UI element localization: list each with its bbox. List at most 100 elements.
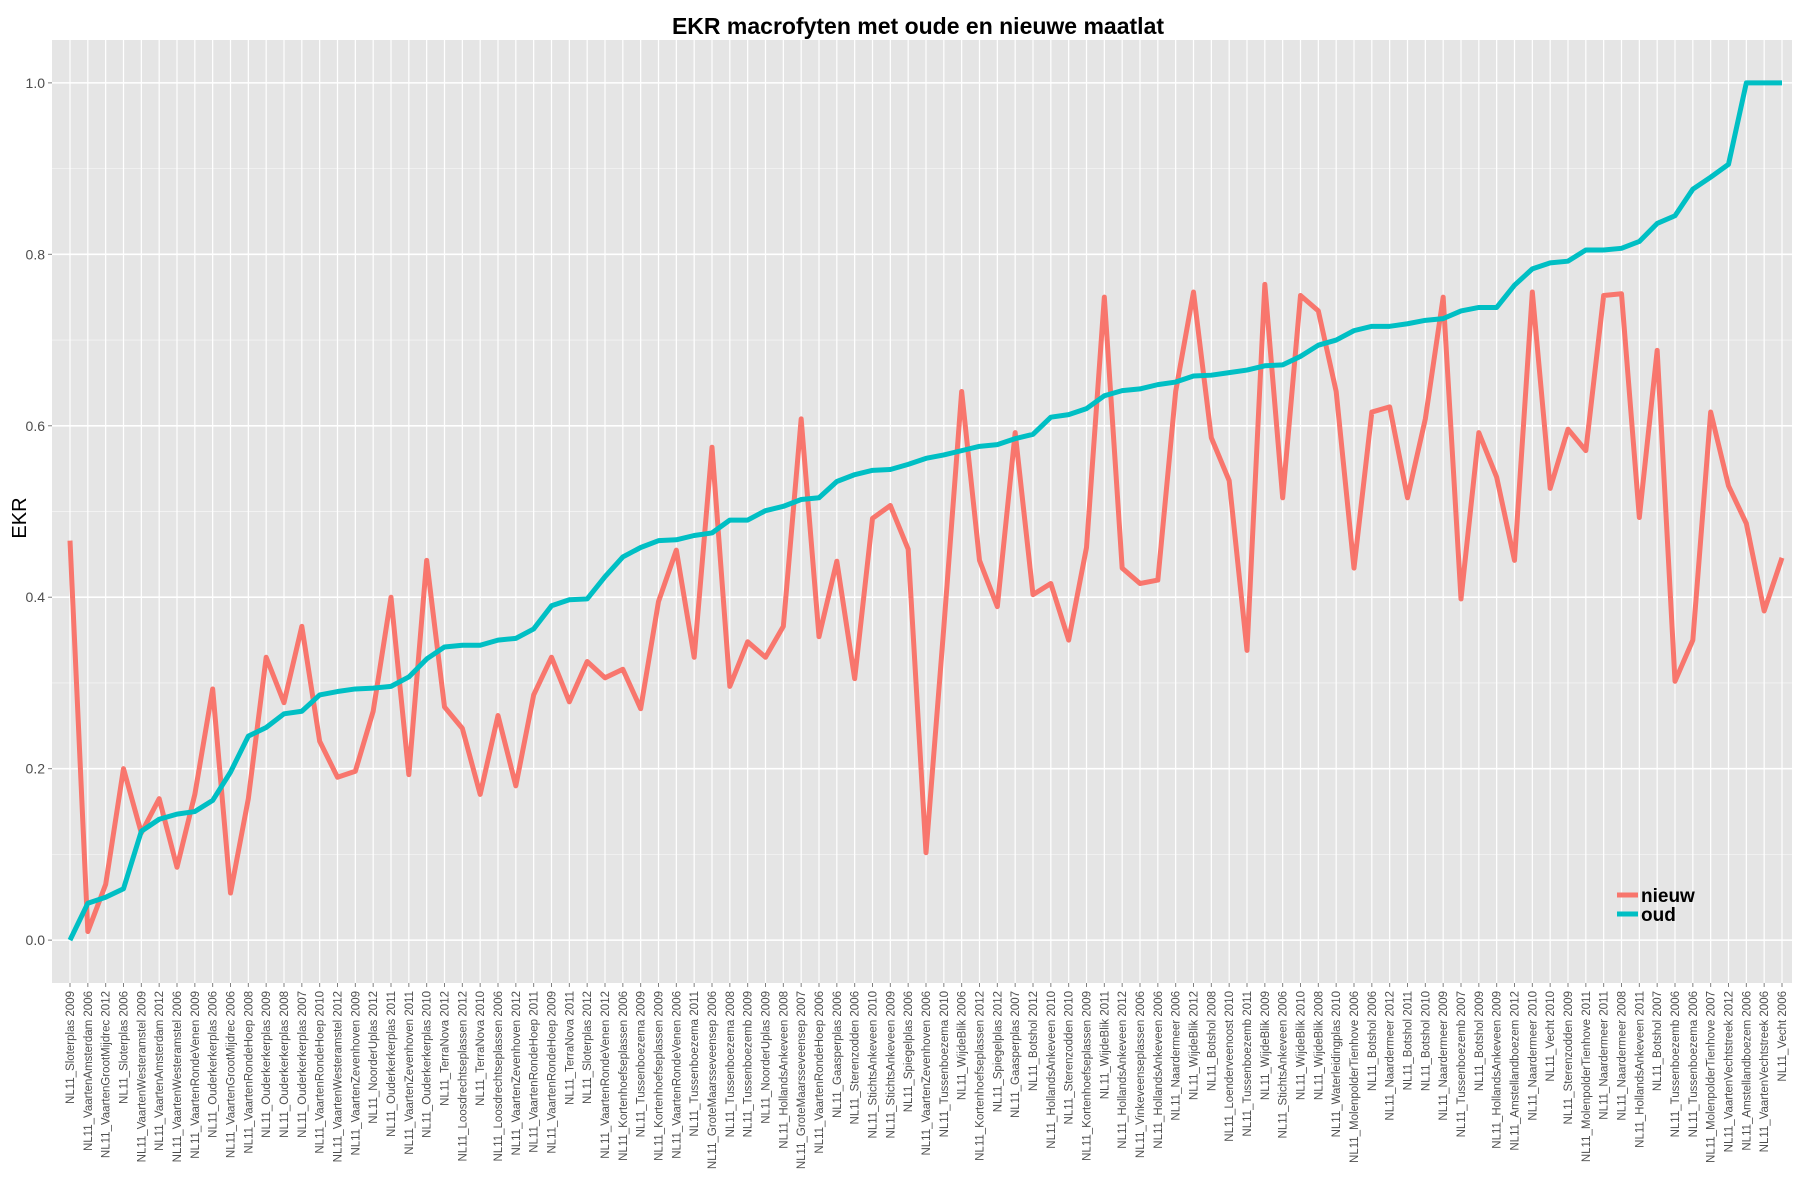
x-tick-label: NL11_Botshol 2006 <box>1367 991 1379 1091</box>
x-tick-label: NL11_Loosdrechtseplassen 2006 <box>493 991 505 1162</box>
grid-lines <box>52 40 1792 983</box>
x-tick-label: NL11_VaartenWesteramstel 2012 <box>333 991 345 1162</box>
x-tick-label: NL11_Ouderkerkerplas 2010 <box>422 991 434 1138</box>
x-tick-label: NL11_Sterenzodden 2010 <box>1064 991 1076 1124</box>
x-tick-label: NL11_Loenderveenoost 2010 <box>1224 991 1236 1142</box>
x-tick-label: NL11_Tussenboezema 2008 <box>725 991 737 1137</box>
y-axis-ticks: 0.0 0.2 0.4 0.6 0.8 1.0 <box>26 75 52 948</box>
x-tick-label: NL11_Tussenboezema 2010 <box>939 991 951 1137</box>
x-tick-label: NL11_HollandsAnkeveen 2008 <box>778 991 790 1149</box>
x-tick-label: NL11_Sloterplas 2009 <box>65 991 77 1104</box>
x-tick-label: NL11_Vecht 2010 <box>1545 991 1557 1082</box>
x-tick-label: NL11_VaartenGrootMijdrec 2006 <box>226 991 238 1158</box>
x-tick-label: NL11_Botshol 2011 <box>1403 991 1415 1090</box>
x-tick-label: NL11_Ouderkerkerplas 2007 <box>297 991 309 1138</box>
series-line-nieuw <box>67 281 1785 935</box>
x-tick-label: NL11_VaartenZevenhoven 2009 <box>350 991 362 1156</box>
x-tick-label: NL11_VaartenWesteramstel 2006 <box>172 991 184 1162</box>
x-tick-label: NL11_Waterleidingplas 2010 <box>1331 991 1343 1137</box>
x-tick-label: NL11_VaartenZevenhoven 2006 <box>921 991 933 1156</box>
x-tick-label: NL11_WijdeBlik 2009 <box>1260 991 1272 1100</box>
x-tick-label: NL11_Vinkeveenseplassen 2006 <box>1135 991 1147 1158</box>
x-tick-label: NL11_VaartenRondeHoep 2009 <box>547 991 559 1154</box>
x-tick-label: NL11_VaartenVechtstreek 2006 <box>1759 991 1771 1152</box>
x-tick-label: NL11_StichtsAnkeveen 2006 <box>1278 991 1290 1138</box>
x-tick-label: NL11_StichtsAnkeveen 2010 <box>868 991 880 1138</box>
x-tick-label: NL11_NoorderUplas 2012 <box>368 991 380 1124</box>
x-tick-label: NL11_MolenpolderTienhove 2006 <box>1349 991 1361 1163</box>
x-tick-label: NL11_Naardermeer 2011 <box>1599 991 1611 1120</box>
x-tick-label: NL11_Tussenboezema 2009 <box>636 991 648 1137</box>
x-tick-label: NL11_Sloterplas 2006 <box>119 991 131 1104</box>
x-tick-label: NL11_Tussenboezemb 2006 <box>1670 991 1682 1137</box>
x-tick-label: NL11_Naardermeer 2006 <box>1171 991 1183 1121</box>
x-tick-label: NL11_GroteMaarsseveensep 2006 <box>707 991 719 1169</box>
x-axis-ticks: NL11_Sloterplas 2009 NL11_VaartenAmsterda… <box>65 983 1789 1169</box>
x-tick-label: NL11_HollandsAnkeveen 2010 <box>1046 991 1058 1149</box>
y-tick-label: 0.6 <box>26 418 46 434</box>
legend-label-nieuw: nieuw <box>1641 886 1695 907</box>
x-tick-label: NL11_VaartenWesteramstel 2009 <box>136 991 148 1162</box>
x-tick-label: NL11_Botshol 2010 <box>1420 991 1432 1091</box>
x-tick-label: NL11_VaartenAmsterdam 2012 <box>154 991 166 1151</box>
x-tick-label: NL11_HollandsAnkeveen 2006 <box>1153 991 1165 1149</box>
x-tick-label: NL11_Kortenhoefseplassen 2006 <box>618 991 630 1161</box>
x-tick-label: NL11_WijdeBlik 2012 <box>1189 991 1201 1100</box>
x-tick-label: NL11_HollandsAnkeveen 2009 <box>1492 991 1504 1149</box>
x-tick-label: NL11_VaartenRondeHoep 2011 <box>529 991 541 1153</box>
x-tick-label: NL11_VaartenAmsterdam 2006 <box>83 991 95 1151</box>
y-axis-label: EKR <box>9 497 31 538</box>
x-tick-label: NL11_Naardermeer 2009 <box>1438 991 1450 1121</box>
x-tick-label: NL11_HollandsAnkeveen 2012 <box>1117 991 1129 1149</box>
x-tick-label: NL11_WijdeBlik 2008 <box>1313 991 1325 1100</box>
x-tick-label: NL11_Ouderkerkerplas 2008 <box>279 991 291 1138</box>
x-tick-label: NL11_TerraNova 2011 <box>564 991 576 1105</box>
x-tick-label: NL11_Kortenhoefseplassen 2009 <box>654 991 666 1161</box>
x-tick-label: NL11_VaartenZevenhoven 2011 <box>404 991 416 1155</box>
x-tick-label: NL11_VaartenRondeVenen 2012 <box>600 991 612 1159</box>
x-tick-label: NL11_VaartenVechtstreek 2012 <box>1724 991 1736 1152</box>
y-tick-label: 0.4 <box>26 589 46 605</box>
x-tick-label: NL11_Naardermeer 2010 <box>1527 991 1539 1121</box>
x-tick-label: NL11_Gaasperplas 2007 <box>1010 991 1022 1118</box>
x-tick-label: NL11_VaartenRondeVenen 2006 <box>671 991 683 1159</box>
x-tick-label: NL11_NoorderUplas 2009 <box>761 991 773 1124</box>
x-tick-label: NL11_Naardermeer 2012 <box>1385 991 1397 1121</box>
x-tick-label: NL11_Botshol 2012 <box>1028 991 1040 1091</box>
x-tick-label: NL11_GroteMaarsseveensep 2007 <box>796 991 808 1169</box>
x-tick-label: NL11_Tussenboezemb 2009 <box>743 991 755 1137</box>
x-tick-label: NL11_Spiegelplas 2006 <box>903 991 915 1112</box>
y-tick-label: 0.2 <box>26 761 46 777</box>
x-tick-label: NL11_Loosdrechtseplassen 2012 <box>457 991 469 1162</box>
x-tick-label: NL11_MolenpolderTienhove 2007 <box>1706 991 1718 1163</box>
x-tick-label: NL11_WijdeBlik 2006 <box>957 991 969 1100</box>
x-tick-label: NL11_Spiegelplas 2012 <box>992 991 1004 1112</box>
x-tick-label: NL11_Tussenboezemb 2007 <box>1456 991 1468 1137</box>
x-tick-label: NL11_Naardermeer 2008 <box>1617 991 1629 1121</box>
x-tick-label: NL11_Sterenzodden 2006 <box>850 991 862 1124</box>
x-tick-label: NL11_Amstellandboezem 2006 <box>1741 991 1753 1151</box>
x-tick-label: NL11_TerraNova 2012 <box>440 991 452 1106</box>
x-tick-label: NL11_Ouderkerkerplas 2006 <box>208 991 220 1138</box>
x-tick-label: NL11_WijdeBlik 2011 <box>1099 991 1111 1099</box>
x-tick-label: NL11_Botshol 2009 <box>1474 991 1486 1091</box>
legend: nieuw oud <box>1617 886 1695 926</box>
x-tick-label: NL11_VaartenRondeVenen 2009 <box>190 991 202 1159</box>
x-tick-label: NL11_VaartenRondeHoep 2006 <box>814 991 826 1154</box>
x-tick-label: NL11_Kortenhoefseplassen 2009 <box>1082 991 1094 1161</box>
x-tick-label: NL11_Tussenboezema 2011 <box>689 991 701 1137</box>
x-tick-label: NL11_Amstellandboezem 2012 <box>1510 991 1522 1151</box>
y-tick-label: 0.8 <box>26 246 46 262</box>
y-tick-label: 1.0 <box>26 75 46 91</box>
x-tick-label: NL11_StichtsAnkeveen 2009 <box>885 991 897 1138</box>
y-tick-label: 0.0 <box>26 932 46 948</box>
x-tick-label: NL11_Ouderkerkerplas 2011 <box>386 991 398 1137</box>
x-tick-label: NL11_Kortenhoefseplassen 2012 <box>975 991 987 1161</box>
legend-label-oud: oud <box>1641 905 1676 926</box>
x-tick-label: NL11_Botshol 2008 <box>1206 991 1218 1091</box>
x-tick-label: NL11_Tussenboezemb 2011 <box>1242 991 1254 1137</box>
x-tick-label: NL11_Gaasperplas 2006 <box>832 991 844 1118</box>
x-tick-label: NL11_VaartenGrootMijdrec 2012 <box>101 991 113 1158</box>
x-tick-label: NL11_Ouderkerkerplas 2009 <box>261 991 273 1138</box>
